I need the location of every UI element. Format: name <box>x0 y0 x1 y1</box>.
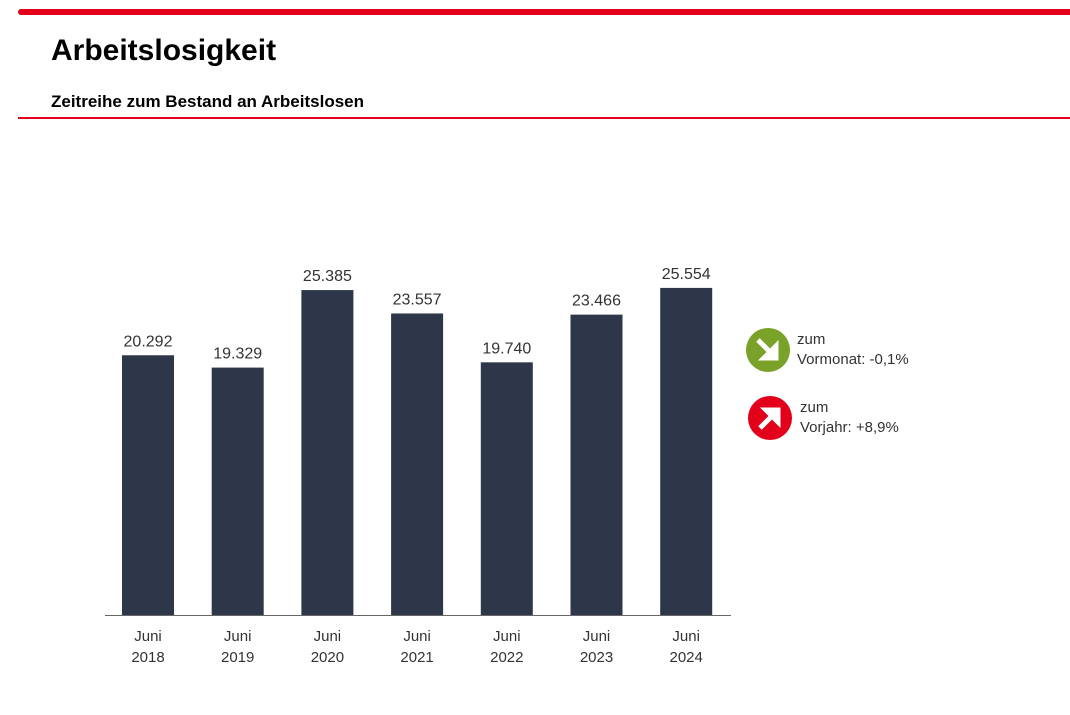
top-accent-bar <box>18 9 1070 15</box>
bar <box>570 314 623 615</box>
data-label: 19.329 <box>213 346 262 363</box>
x-tick-label: 2019 <box>221 649 254 666</box>
data-label: 23.466 <box>572 293 621 310</box>
header-divider <box>18 117 1070 119</box>
data-label: 25.385 <box>303 268 352 285</box>
x-tick-label: Juni <box>672 628 700 645</box>
x-tick-label: Juni <box>403 628 431 645</box>
x-tick-label: Juni <box>134 628 162 645</box>
bar <box>480 362 533 615</box>
x-tick-label: Juni <box>224 628 252 645</box>
arrow-down-right-icon <box>756 338 779 361</box>
x-tick-label: Juni <box>583 628 611 645</box>
bar <box>391 313 444 615</box>
bar <box>211 367 264 615</box>
data-label: 19.740 <box>482 340 531 357</box>
x-tick-label: 2020 <box>311 649 344 666</box>
indicator-month-circle <box>746 328 790 372</box>
x-tick-label: 2024 <box>670 649 703 666</box>
indicator-month-value: -0,1% <box>869 351 909 368</box>
bar <box>122 355 174 615</box>
indicator-month: zum Vormonat: -0,1% <box>797 330 909 370</box>
data-label: 20.292 <box>124 333 173 350</box>
x-tick-label: Juni <box>493 628 521 645</box>
bar <box>660 287 713 615</box>
arrow-up-right-icon <box>758 407 781 430</box>
indicator-year: zum Vorjahr: +8,9% <box>800 398 899 438</box>
x-tick-label: Juni <box>314 628 342 645</box>
data-label: 23.557 <box>393 291 442 308</box>
indicator-year-value: +8,9% <box>855 419 899 436</box>
x-tick-label: 2023 <box>580 649 613 666</box>
data-label: 25.554 <box>662 266 711 283</box>
indicator-year-circle <box>748 396 792 440</box>
x-tick-label: 2022 <box>490 649 523 666</box>
indicator-year-prefix: zum <box>800 399 829 416</box>
indicator-year-label: Vorjahr: <box>800 419 852 436</box>
page-subtitle: Zeitreihe zum Bestand an Arbeitslosen <box>51 92 364 111</box>
indicator-month-label: Vormonat: <box>797 351 866 368</box>
x-tick-label: 2018 <box>131 649 164 666</box>
bar <box>301 290 354 615</box>
x-tick-label: 2021 <box>400 649 433 666</box>
page-title: Arbeitslosigkeit <box>51 34 277 67</box>
indicator-month-prefix: zum <box>797 331 826 348</box>
